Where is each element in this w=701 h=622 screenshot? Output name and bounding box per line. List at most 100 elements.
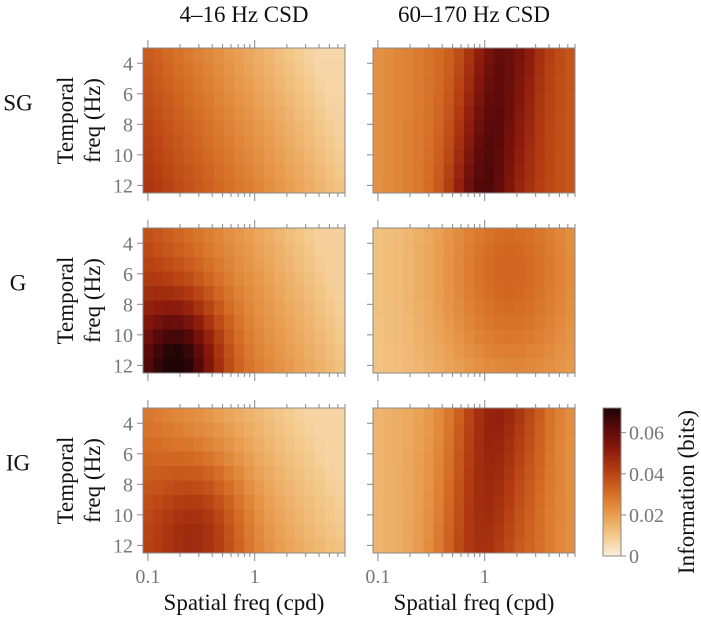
heatmap-cell: [284, 344, 295, 359]
heatmap-cell: [453, 120, 465, 136]
heatmap-cell: [443, 48, 455, 63]
heatmap-cell: [514, 77, 525, 92]
heatmap-cell: [153, 106, 164, 121]
heatmap-cell: [294, 408, 305, 423]
heatmap-cell: [544, 106, 556, 121]
heatmap-cell: [554, 149, 566, 165]
heatmap-cell: [403, 257, 414, 272]
heatmap-cell: [153, 228, 164, 243]
colorbar-tick-label: 0: [629, 546, 639, 568]
heatmap-cell: [203, 178, 215, 194]
heatmap-cell: [153, 315, 164, 330]
heatmap-cell: [213, 257, 225, 272]
heatmap-cell: [254, 480, 265, 496]
heatmap-cell: [254, 228, 265, 243]
heatmap-cell: [413, 538, 424, 554]
y-tick-label: 10: [113, 325, 133, 347]
heatmap-cell: [153, 466, 164, 481]
heatmap-g-1: [143, 228, 346, 374]
heatmap-cell: [183, 271, 194, 287]
heatmap-cell: [443, 271, 455, 287]
heatmap-cell: [314, 451, 326, 467]
heatmap-cell: [304, 358, 316, 374]
heatmap-cell: [233, 538, 245, 554]
heatmap-cell: [294, 344, 305, 359]
heatmap-cell: [183, 257, 194, 272]
heatmap-cell: [324, 480, 336, 496]
heatmap-cell: [433, 300, 445, 316]
heatmap-cell: [264, 77, 275, 92]
heatmap-cell: [413, 228, 424, 243]
heatmap-cell: [173, 422, 184, 438]
heatmap-cell: [143, 120, 154, 136]
heatmap-cell: [554, 329, 566, 345]
heatmap-cell: [554, 77, 566, 92]
heatmap-cell: [203, 48, 215, 63]
heatmap-cell: [163, 344, 174, 359]
heatmap-cell: [393, 466, 404, 481]
heatmap-cell: [163, 91, 174, 107]
heatmap-cell: [443, 315, 455, 330]
heatmap-cell: [504, 315, 515, 330]
heatmap-cell: [143, 106, 154, 121]
heatmap-cell: [433, 495, 445, 510]
heatmap-cell: [304, 62, 316, 78]
heatmap-cell: [383, 62, 394, 78]
heatmap-cell: [254, 495, 265, 510]
heatmap-cell: [433, 315, 445, 330]
heatmap-cell: [534, 178, 546, 194]
heatmap-cell: [463, 422, 475, 438]
heatmap-cell: [143, 437, 154, 452]
heatmap-cell: [314, 466, 326, 481]
heatmap-cell: [383, 358, 394, 374]
heatmap-cell: [233, 286, 245, 301]
heatmap-cell: [413, 329, 424, 345]
heatmap-cell: [433, 120, 445, 136]
heatmap-cell: [524, 495, 535, 510]
heatmap-cell: [284, 149, 295, 165]
heatmap-cell: [213, 286, 225, 301]
heatmap-cell: [504, 538, 515, 554]
heatmap-cell: [233, 257, 245, 272]
heatmap-cell: [393, 408, 404, 423]
heatmap-cell: [453, 358, 465, 374]
heatmap-cell: [254, 48, 265, 63]
heatmap-cell: [304, 300, 316, 316]
colorbar-tick-label: 0.02: [629, 505, 664, 527]
heatmap-cell: [284, 358, 295, 374]
heatmap-cell: [524, 257, 535, 272]
heatmap-cell: [173, 286, 184, 301]
heatmap-cell: [453, 48, 465, 63]
heatmap-cell: [524, 524, 535, 539]
heatmap-cell: [524, 77, 535, 92]
heatmap-cell: [183, 437, 194, 452]
y-axis-label: Temporal freq (Hz): [53, 77, 105, 165]
heatmap-cell: [373, 495, 384, 510]
heatmap-cell: [334, 466, 346, 481]
heatmap-cell: [143, 509, 154, 525]
heatmap-cell: [564, 495, 576, 510]
heatmap-cell: [244, 257, 255, 272]
heatmap-cell: [514, 437, 525, 452]
heatmap-cell: [373, 329, 384, 345]
heatmap-cell: [453, 257, 465, 272]
heatmap-cell: [433, 62, 445, 78]
heatmap-cell: [193, 286, 204, 301]
heatmap-cell: [203, 495, 215, 510]
y-tick-label: 10: [113, 505, 133, 527]
heatmap-cell: [264, 257, 275, 272]
heatmap-cell: [373, 422, 384, 438]
heatmap-cell: [403, 422, 414, 438]
heatmap-cell: [373, 164, 384, 179]
heatmap-cell: [413, 408, 424, 423]
heatmap-cell: [544, 91, 556, 107]
heatmap-cell: [423, 164, 434, 179]
heatmap-cell: [244, 135, 255, 150]
heatmap-cell: [304, 422, 316, 438]
heatmap-cell: [294, 242, 305, 258]
heatmap-cell: [183, 466, 194, 481]
heatmap-cell: [153, 408, 164, 423]
heatmap-cell: [453, 242, 465, 258]
heatmap-cell: [463, 242, 475, 258]
heatmap-cell: [494, 329, 505, 345]
